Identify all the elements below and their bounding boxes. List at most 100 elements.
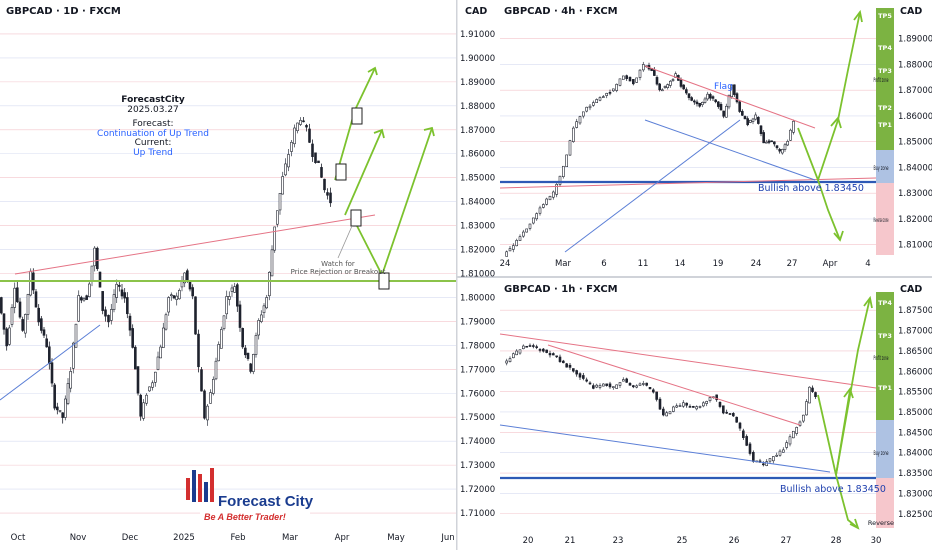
daily-candle-body <box>191 287 194 297</box>
h1-chart-panel: GBPCAD · 1h · FXCM CAD Bullish above 1.8… <box>499 284 922 530</box>
daily-candle-body <box>154 371 157 383</box>
daily-y-tick: 1.89000 <box>460 78 495 88</box>
h1-currency: CAD <box>900 284 922 295</box>
h4-candle-body <box>535 213 538 220</box>
daily-candle-body <box>26 294 30 315</box>
daily-candle-body <box>21 319 24 331</box>
daily-candle-body <box>249 363 252 372</box>
daily-candle-body <box>74 323 78 348</box>
daily-candle-body <box>252 354 255 372</box>
daily-candle-body <box>278 193 282 211</box>
h4-y-tick: 1.82000 <box>898 215 932 225</box>
h1-candle-body <box>802 414 805 422</box>
h1-title: GBPCAD · 1h · FXCM <box>504 284 618 295</box>
daily-candle-body <box>104 309 107 317</box>
daily-candle-body <box>270 249 274 277</box>
watch-line2: Price Rejection or Breakout <box>291 268 386 276</box>
h1-x-tick: 26 <box>729 536 740 546</box>
daily-chart-panel: GBPCAD · 1D · FXCM CAD ForecastCity 2025… <box>0 6 487 524</box>
daily-y-tick: 1.74000 <box>460 437 495 447</box>
daily-candle-body <box>311 143 314 157</box>
daily-candle-body <box>320 167 323 178</box>
h1-candle-body <box>772 456 775 462</box>
h1-reverse-label: Reverse <box>868 519 894 527</box>
daily-candle-body <box>64 398 67 418</box>
h1-candle-body <box>655 391 658 400</box>
daily-y-tick: 1.85000 <box>460 174 495 184</box>
h1-y-tick: 1.86000 <box>898 367 932 377</box>
daily-candle-body <box>276 210 279 225</box>
h1-candle-body <box>785 442 788 448</box>
h4-candle-body <box>746 118 749 126</box>
h1-candle-body <box>585 379 588 382</box>
h1-y-tick: 1.84000 <box>898 449 932 459</box>
daily-candle-body <box>139 394 142 417</box>
h1-candle-body <box>814 392 817 397</box>
h1-candle-body <box>512 353 515 359</box>
daily-candle-body <box>101 291 104 311</box>
daily-x-tick: Jun <box>440 533 454 543</box>
h4-candle-body <box>722 110 725 117</box>
h4-candle-body <box>582 111 585 117</box>
h4-candle-body <box>522 231 525 237</box>
h1-y-tick: 1.84500 <box>898 428 932 438</box>
h1-candle-body <box>652 389 655 393</box>
watch-line1: Watch for <box>321 260 355 268</box>
h4-candle-body <box>767 140 771 143</box>
h1-blue-trend <box>499 424 831 473</box>
h1-x-tick: 27 <box>781 536 792 546</box>
h4-candle-body <box>515 240 518 247</box>
daily-candle-body <box>200 369 203 392</box>
h1-bullish-label: Bullish above 1.83450 <box>780 484 886 495</box>
daily-candle-body <box>241 328 244 348</box>
h1-candle-body <box>555 355 558 358</box>
h4-candle-body <box>669 80 672 86</box>
daily-candle-body <box>58 410 62 412</box>
daily-candle-body <box>244 347 247 356</box>
daily-candle-body <box>194 296 197 335</box>
h4-candle-body <box>635 77 638 83</box>
h1-candle-body <box>595 384 598 388</box>
h1-x-tick: 21 <box>565 536 576 546</box>
h1-profit-zone-label: Profit zone <box>874 354 889 362</box>
h4-y-tick: 1.89000 <box>898 35 932 45</box>
h1-candle-body <box>572 368 575 372</box>
h4-candle-body <box>592 102 595 106</box>
daily-candle-body <box>220 329 223 349</box>
h4-candle-body <box>701 102 704 106</box>
h4-candle-body <box>719 104 723 111</box>
h1-candle-body <box>542 348 545 352</box>
h4-candle-body <box>733 84 736 95</box>
daily-candle-body <box>268 272 271 297</box>
daily-candle-body <box>209 392 212 404</box>
h4-x-tick: 19 <box>713 259 724 269</box>
h4-candle-body <box>695 101 699 105</box>
daily-candle-body <box>10 307 14 325</box>
h1-candle-body <box>672 406 675 412</box>
h4-candle-body <box>738 101 741 112</box>
h4-candle-body <box>741 110 744 116</box>
h1-candle-body <box>612 386 615 388</box>
h4-candle-body <box>585 106 588 112</box>
daily-candle-body <box>110 309 113 321</box>
brand-text: ForecastCity <box>121 95 185 105</box>
daily-candle-body <box>225 296 228 315</box>
h4-candle-body <box>783 144 787 150</box>
daily-y-tick: 1.71000 <box>460 509 495 519</box>
daily-candle-body <box>56 406 59 411</box>
h4-y-tick: 1.88000 <box>898 60 932 70</box>
h1-candle-body <box>628 383 632 386</box>
h1-candle-body <box>745 436 748 446</box>
daily-candle-body <box>172 295 176 299</box>
h4-tp4: TP4 <box>878 44 892 52</box>
daily-candle-body <box>296 122 299 132</box>
daily-candle-body <box>53 384 56 409</box>
h1-candle-body <box>568 364 572 368</box>
h1-candle-body <box>518 349 522 354</box>
h1-candle-body <box>675 405 678 408</box>
daily-y-tick: 1.78000 <box>460 341 495 351</box>
h4-flag-label: Flag <box>714 82 733 92</box>
h1-candle-body <box>685 402 688 406</box>
h4-flag-bottom <box>644 119 816 181</box>
h1-candle-body <box>588 382 592 385</box>
